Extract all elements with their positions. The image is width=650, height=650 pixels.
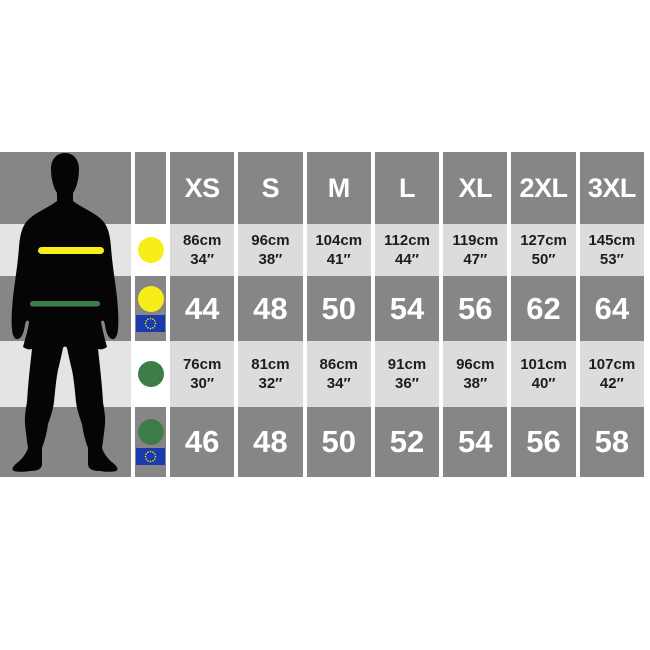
size-header: 3XL: [579, 152, 644, 224]
figure-column: [0, 152, 131, 477]
size-header: M: [306, 152, 371, 224]
waist-cm-value: 107cm: [588, 356, 636, 373]
chest-eu-cell: 62: [511, 276, 576, 341]
size-column-s: S 96cm 38″ 48 81cm 32″ 48: [238, 152, 303, 477]
waist-marker-icon: [137, 419, 164, 445]
waist-eu-cell: 48: [238, 407, 303, 477]
legend-waist-cm-cell: [135, 341, 166, 407]
legend-chest-eu-cell: [135, 276, 166, 341]
size-column-3xl: 3XL 145cm 53″ 64 107cm 42″ 58: [579, 152, 644, 477]
size-header: XS: [170, 152, 235, 224]
chest-in-value: 38″: [258, 251, 283, 268]
waist-cm-value: 86cm: [319, 356, 358, 373]
size-header: S: [238, 152, 303, 224]
eu-flag-icon: [136, 314, 165, 332]
waist-cm-cell: 76cm 30″: [170, 341, 235, 407]
chest-cm-value: 119cm: [452, 232, 499, 249]
chest-in-value: 50″: [531, 251, 556, 268]
chest-cm-cell: 96cm 38″: [238, 224, 303, 276]
chest-marker-icon: [137, 237, 164, 263]
waist-cm-cell: 91cm 36″: [374, 341, 440, 407]
waist-cm-value: 101cm: [520, 356, 567, 373]
size-header: L: [374, 152, 440, 224]
chest-cm-cell: 145cm 53″: [579, 224, 644, 276]
size-header: 2XL: [511, 152, 576, 224]
waist-cm-value: 91cm: [387, 356, 427, 373]
chest-line: [38, 247, 104, 254]
size-column-xl: XL 119cm 47″ 56 96cm 38″ 54: [443, 152, 508, 477]
waist-line: [30, 301, 100, 307]
chest-in-value: 53″: [599, 251, 624, 268]
legend-waist-eu-cell: [135, 407, 166, 477]
waist-cm-cell: 107cm 42″: [579, 341, 644, 407]
chest-in-value: 47″: [463, 251, 488, 268]
chest-cm-value: 127cm: [520, 232, 567, 249]
chest-eu-cell: 56: [443, 276, 508, 341]
chest-cm-value: 96cm: [251, 232, 290, 249]
waist-eu-cell: 56: [511, 407, 576, 477]
waist-cm-cell: 101cm 40″: [511, 341, 576, 407]
chest-eu-cell: 50: [306, 276, 371, 341]
waist-eu-cell: 58: [579, 407, 644, 477]
size-column-xs: XS 86cm 34″ 44 76cm 30″ 46: [170, 152, 235, 477]
waist-cm-value: 96cm: [456, 356, 495, 373]
waist-cm-cell: 96cm 38″: [443, 341, 508, 407]
chest-in-value: 44″: [395, 251, 419, 268]
chest-cm-cell: 86cm 34″: [170, 224, 235, 276]
legend-chest-cm-cell: [135, 224, 166, 276]
waist-eu-cell: 46: [170, 407, 235, 477]
chest-cm-value: 104cm: [315, 232, 363, 249]
chest-eu-cell: 44: [170, 276, 235, 341]
chest-cm-cell: 119cm 47″: [443, 224, 508, 276]
waist-eu-cell: 54: [443, 407, 508, 477]
legend-header-cell: [135, 152, 166, 224]
waist-in-value: 40″: [531, 375, 556, 392]
eu-flag-icon: [136, 448, 165, 465]
waist-in-value: 32″: [258, 375, 283, 392]
waist-in-value: 36″: [395, 375, 419, 392]
size-column-l: L 112cm 44″ 54 91cm 36″ 52: [374, 152, 440, 477]
size-column-m: M 104cm 41″ 50 86cm 34″ 50: [306, 152, 371, 477]
waist-eu-cell: 50: [306, 407, 371, 477]
waist-in-value: 34″: [326, 375, 351, 392]
waist-cm-cell: 86cm 34″: [306, 341, 371, 407]
chest-eu-cell: 64: [579, 276, 644, 341]
waist-marker-icon: [137, 361, 164, 387]
waist-eu-cell: 52: [374, 407, 440, 477]
chest-cm-cell: 112cm 44″: [374, 224, 440, 276]
waist-in-value: 30″: [190, 375, 215, 392]
waist-cm-cell: 81cm 32″: [238, 341, 303, 407]
size-header: XL: [443, 152, 508, 224]
chest-in-value: 41″: [326, 251, 351, 268]
male-silhouette-figure: [11, 153, 119, 472]
chest-cm-value: 86cm: [182, 232, 222, 249]
chest-cm-cell: 104cm 41″: [306, 224, 371, 276]
figure-stripe: [0, 341, 131, 407]
chest-cm-value: 145cm: [588, 232, 636, 249]
chest-cm-value: 112cm: [384, 232, 430, 249]
chest-eu-cell: 54: [374, 276, 440, 341]
waist-in-value: 42″: [599, 375, 624, 392]
waist-cm-value: 81cm: [251, 356, 290, 373]
legend-column: [135, 152, 166, 477]
chest-in-value: 34″: [190, 251, 215, 268]
size-column-2xl: 2XL 127cm 50″ 62 101cm 40″ 56: [511, 152, 576, 477]
size-chart-band: XS 86cm 34″ 44 76cm 30″ 46 S 96cm 38″ 48…: [0, 152, 644, 477]
chest-eu-cell: 48: [238, 276, 303, 341]
waist-cm-value: 76cm: [182, 356, 222, 373]
chest-marker-icon: [137, 285, 164, 312]
chest-cm-cell: 127cm 50″: [511, 224, 576, 276]
waist-in-value: 38″: [463, 375, 488, 392]
